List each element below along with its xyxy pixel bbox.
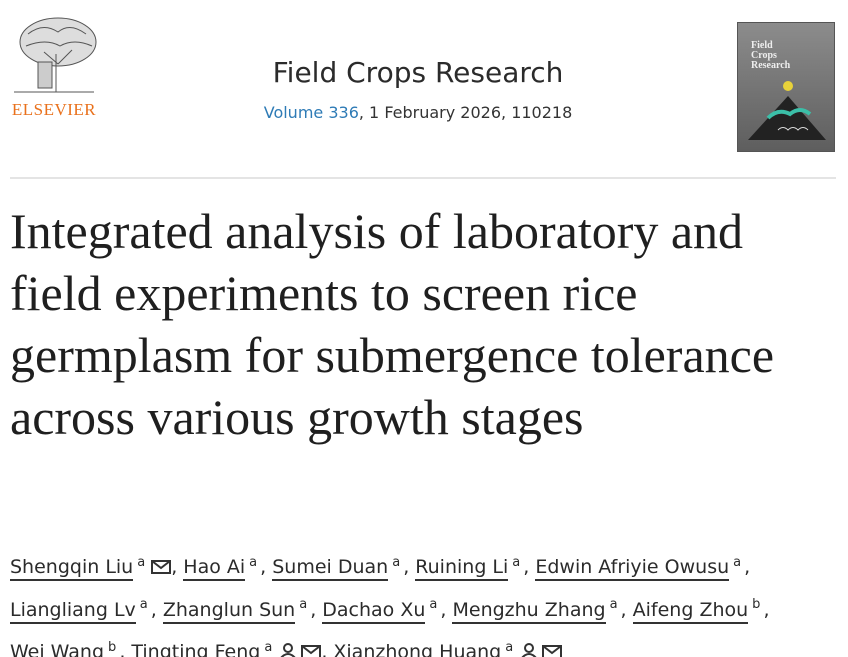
separator: , bbox=[620, 598, 627, 621]
separator: , bbox=[763, 598, 770, 621]
author-list: Shengqin Liu a, Hao Ai a, Sumei Duan a, Rui… bbox=[10, 544, 840, 657]
author-name[interactable]: Hao Ai bbox=[183, 556, 246, 582]
author-name[interactable]: Sumei Duan bbox=[272, 556, 389, 582]
affiliation[interactable]: a bbox=[609, 597, 618, 613]
affiliation[interactable]: a bbox=[512, 555, 521, 570]
author: Xianzhong Huang a bbox=[333, 639, 563, 657]
article-title: Integrated analysis of laboratory and fi… bbox=[10, 203, 775, 445]
author-name[interactable]: Wei Wang bbox=[10, 640, 104, 657]
author-name[interactable]: Aifeng Zhou bbox=[632, 598, 749, 624]
email-icon[interactable] bbox=[542, 644, 563, 657]
author: Edwin Afriyie Owusu a, bbox=[535, 555, 751, 582]
author-name[interactable]: Dachao Xu bbox=[322, 598, 426, 624]
author-name[interactable]: Zhanglun Sun bbox=[162, 598, 296, 624]
journal-cover[interactable]: Field Crops Research bbox=[737, 22, 835, 152]
cover-title: Field Crops Research bbox=[751, 41, 790, 71]
separator: , bbox=[744, 556, 751, 579]
affiliation[interactable]: a bbox=[733, 555, 742, 570]
separator: , bbox=[119, 640, 126, 657]
author: Shengqin Liu a, bbox=[10, 555, 178, 582]
author: Dachao Xu a, bbox=[322, 597, 447, 624]
separator: , bbox=[523, 556, 530, 579]
volume-link[interactable]: Volume 336 bbox=[263, 103, 359, 122]
email-icon[interactable] bbox=[301, 644, 322, 657]
author-name[interactable]: Tingting Feng bbox=[131, 640, 261, 657]
author-name[interactable]: Xianzhong Huang bbox=[333, 640, 502, 657]
author: Aifeng Zhou b, bbox=[632, 597, 770, 624]
separator: , bbox=[403, 556, 410, 579]
author: Mengzhu Zhang a, bbox=[452, 597, 627, 624]
affiliation[interactable]: b bbox=[108, 639, 117, 655]
volume-info: Volume 336, 1 February 2026, 110218 bbox=[190, 103, 646, 122]
email-icon[interactable] bbox=[151, 559, 172, 575]
issue-info: , 1 February 2026, 110218 bbox=[358, 103, 573, 122]
author-name[interactable]: Ruining Li bbox=[415, 556, 509, 582]
author: Tingting Feng a, bbox=[131, 639, 328, 657]
author: Zhanglun Sun a, bbox=[162, 597, 317, 624]
author-name[interactable]: Mengzhu Zhang bbox=[452, 598, 606, 624]
separator: , bbox=[321, 640, 328, 657]
affiliation[interactable]: a bbox=[429, 597, 438, 613]
separator: , bbox=[260, 556, 267, 579]
cover-line: Crops bbox=[751, 50, 777, 61]
author: Hao Ai a, bbox=[183, 555, 267, 582]
affiliation[interactable]: a bbox=[264, 639, 273, 655]
author-name[interactable]: Edwin Afriyie Owusu bbox=[535, 556, 730, 582]
affiliation[interactable]: a bbox=[392, 555, 401, 570]
separator: , bbox=[440, 598, 447, 621]
author-name[interactable]: Shengqin Liu bbox=[10, 556, 134, 582]
publisher-logo[interactable] bbox=[8, 14, 100, 100]
author: Liangliang Lv a, bbox=[10, 597, 157, 624]
affiliation[interactable]: a bbox=[249, 555, 258, 570]
affiliation[interactable]: b bbox=[752, 597, 761, 613]
affiliation[interactable]: a bbox=[137, 555, 146, 570]
author: Sumei Duan a, bbox=[272, 555, 410, 582]
affiliation[interactable]: a bbox=[299, 597, 308, 613]
journal-title[interactable]: Field Crops Research bbox=[272, 56, 564, 89]
author: Wei Wang b, bbox=[10, 639, 126, 657]
publisher-name: ELSEVIER bbox=[11, 100, 97, 119]
divider bbox=[10, 177, 836, 179]
cover-art bbox=[748, 81, 826, 140]
corresponding-icon[interactable] bbox=[519, 642, 539, 657]
corresponding-icon[interactable] bbox=[278, 642, 298, 657]
cover-line: Field bbox=[751, 40, 773, 51]
author: Ruining Li a, bbox=[415, 555, 530, 582]
author-name[interactable]: Liangliang Lv bbox=[10, 598, 136, 624]
separator: , bbox=[150, 598, 157, 621]
cover-line: Research bbox=[751, 60, 791, 71]
affiliation[interactable]: a bbox=[139, 597, 148, 613]
separator: , bbox=[310, 598, 317, 621]
affiliation[interactable]: a bbox=[505, 639, 514, 655]
separator: , bbox=[171, 556, 178, 579]
